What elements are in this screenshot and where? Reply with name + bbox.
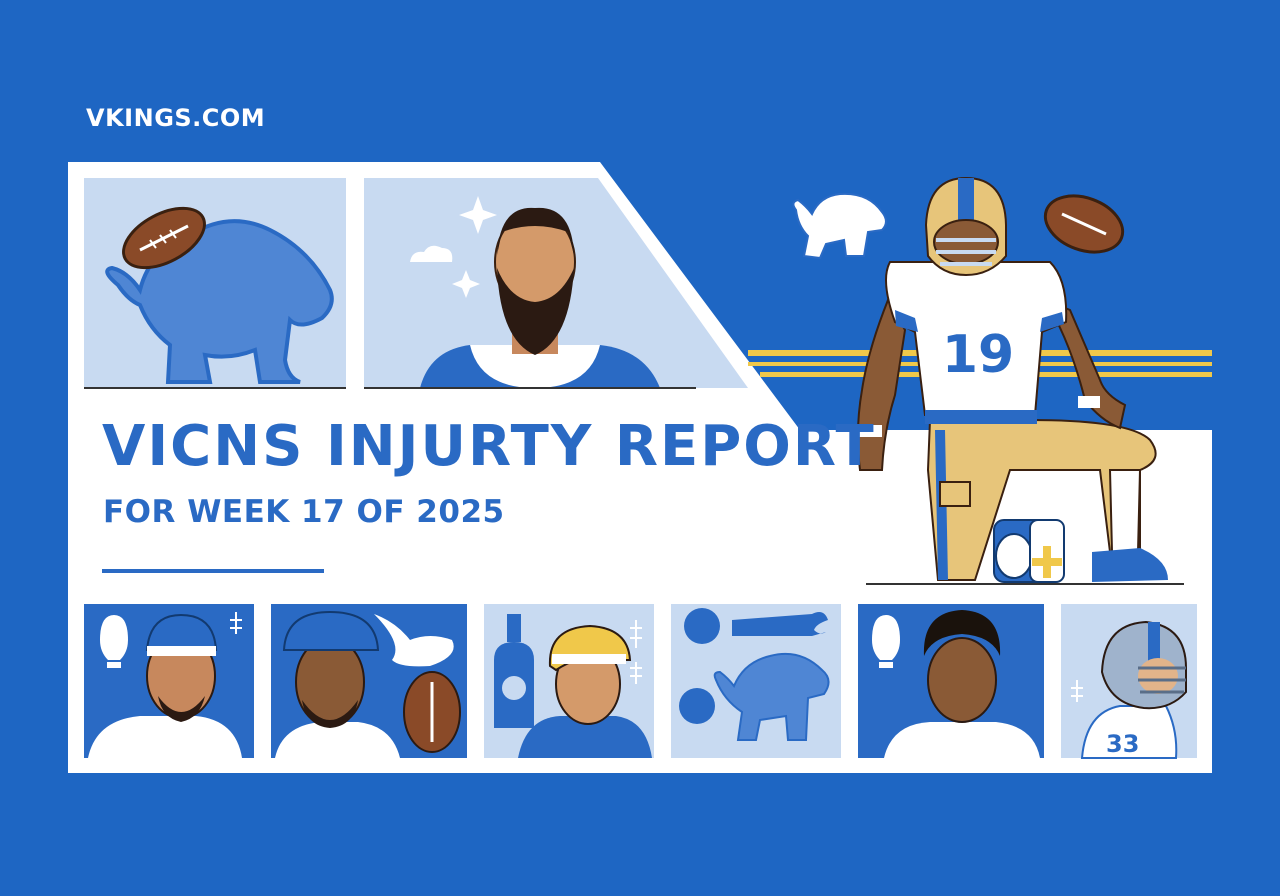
lion-logo-icon <box>713 652 830 741</box>
sneaker-icon <box>374 614 454 667</box>
title-divider <box>102 569 324 573</box>
lion-logo-icon <box>792 192 887 260</box>
football-icon <box>403 671 461 753</box>
thumbnail-player-2 <box>271 604 467 758</box>
thumbnail-player-3 <box>484 604 654 758</box>
bearded-player-panel <box>364 178 748 389</box>
jersey-number: 19 <box>942 325 1014 385</box>
badge-icon <box>684 608 720 644</box>
cross-icon <box>630 620 642 684</box>
thumbnail-player-1 <box>84 604 254 758</box>
football-icon <box>1043 194 1125 254</box>
lightbulb-icon <box>100 615 128 660</box>
thumbnail-player-6: 33 <box>1061 604 1197 759</box>
thumbnail-row: 33 <box>84 604 1197 759</box>
lion-panel <box>84 178 346 389</box>
hero-player: 19 <box>792 176 1184 585</box>
site-label[interactable]: VKINGS.COM <box>86 104 266 132</box>
page-title: VICNS INJURTY REPORT <box>102 414 876 479</box>
sparkle-icon <box>452 270 480 298</box>
wrench-icon <box>732 612 828 636</box>
lightbulb-icon <box>872 615 900 660</box>
cross-icon <box>1071 680 1083 702</box>
bottle-icon <box>494 614 534 728</box>
page-subtitle: FOR WEEK 17 OF 2025 <box>103 494 505 530</box>
sparkle-icon <box>459 196 497 234</box>
cross-icon <box>230 612 242 634</box>
medical-kit-icon <box>993 519 1065 583</box>
jersey-number: 33 <box>1106 730 1139 758</box>
thumbnail-player-5 <box>858 604 1044 758</box>
football-icon <box>122 206 206 270</box>
cloud-icon <box>410 245 453 262</box>
thumbnail-lion <box>671 604 841 758</box>
